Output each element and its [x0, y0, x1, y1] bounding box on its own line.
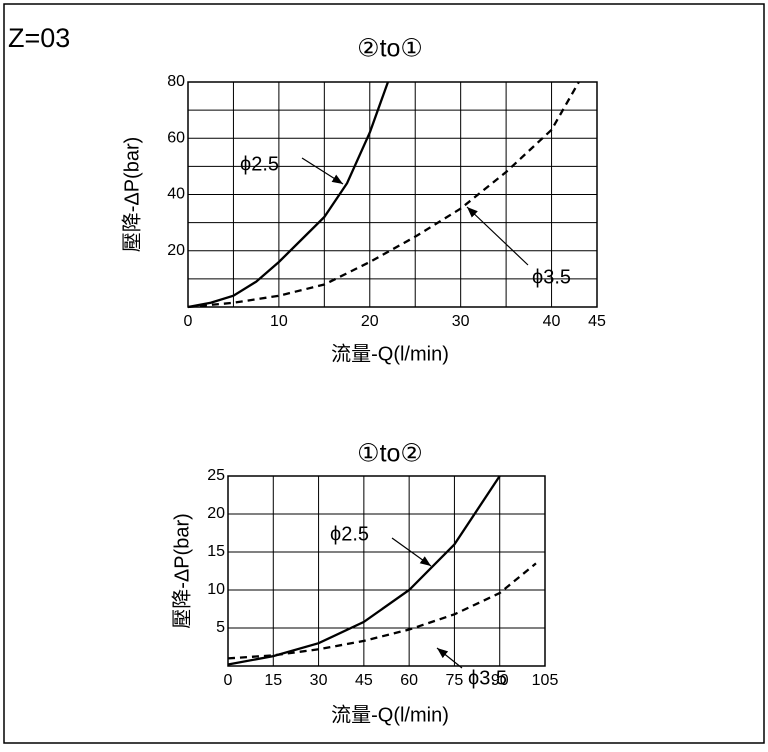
annotation-arrow — [466, 206, 529, 266]
y-tick-label: 10 — [207, 581, 225, 598]
x-tick-label: 10 — [270, 313, 288, 330]
x-tick-label: 30 — [310, 672, 328, 689]
y-axis-label: 壓降-ΔP(bar) — [120, 137, 143, 253]
plot-frame — [227, 475, 546, 667]
y-tick-label: 15 — [207, 543, 225, 560]
x-tick-label: 45 — [588, 313, 606, 330]
x-tick-label: 15 — [264, 672, 282, 689]
y-tick-label: 60 — [167, 129, 185, 146]
plot-frame — [187, 81, 598, 308]
y-tick-label: 25 — [207, 467, 225, 484]
y-tick-label: 40 — [167, 186, 185, 203]
x-tick-label: 0 — [224, 672, 233, 689]
x-axis-label: 流量-Q(l/min) — [331, 703, 449, 726]
frame — [3, 3, 765, 744]
y-axis-label: 壓降-ΔP(bar) — [170, 513, 193, 629]
x-tick-label: 0 — [184, 313, 193, 330]
legend-label: ϕ2.5 — [330, 523, 369, 545]
x-tick-label: 105 — [532, 672, 559, 689]
legend-label: ϕ3.5 — [532, 266, 571, 288]
y-tick-label: 20 — [207, 505, 225, 522]
annotation-arrow — [391, 537, 432, 567]
curve — [227, 562, 537, 660]
legend-label: ϕ3.5 — [468, 667, 507, 689]
curve — [187, 81, 390, 309]
y-tick-label: 80 — [167, 73, 185, 90]
x-tick-label: 45 — [355, 672, 373, 689]
annotation-arrow — [301, 157, 344, 185]
curve — [227, 475, 501, 666]
x-tick-label: 20 — [361, 313, 379, 330]
page-label: Z=03 — [8, 23, 70, 53]
x-axis-label: 流量-Q(l/min) — [331, 342, 449, 365]
legend-label: ϕ2.5 — [240, 153, 279, 175]
x-tick-label: 90 — [491, 672, 509, 689]
y-tick-label: 20 — [167, 242, 185, 259]
chart-title: ②to① — [357, 35, 423, 63]
chart-title: ①to② — [357, 440, 423, 468]
x-tick-label: 30 — [452, 313, 470, 330]
x-tick-label: 60 — [400, 672, 418, 689]
y-tick-label: 5 — [216, 619, 225, 636]
annotation-arrow — [436, 647, 463, 669]
x-tick-label: 75 — [446, 672, 464, 689]
x-tick-label: 40 — [543, 313, 561, 330]
